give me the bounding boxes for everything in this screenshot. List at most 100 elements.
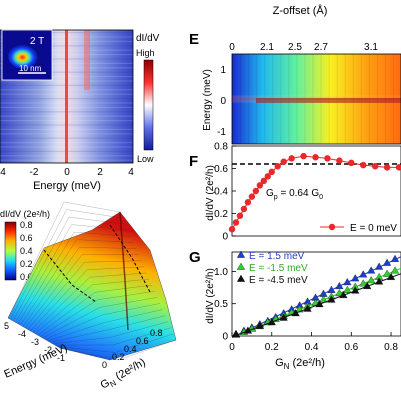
ytick-label-g: 0.5 [214, 299, 228, 310]
xtick-label-g: 0.4 [305, 342, 319, 353]
inset-field-label: 2 T [30, 36, 44, 47]
data-point-f [371, 163, 379, 170]
data-point-g [339, 290, 348, 299]
zero-bias-band-e [256, 98, 401, 103]
panel-g-xlabel: GN (2e²/h) [275, 357, 325, 371]
mesh-line [57, 346, 116, 353]
data-point-f [232, 219, 240, 226]
xtick-a: 2 [97, 167, 103, 178]
panel-a-xticks: 4 -2 0 2 4 [0, 167, 134, 178]
mesh-line [22, 247, 80, 327]
spectral-map-a [0, 30, 133, 163]
mesh-line [76, 239, 134, 243]
data-point-f [260, 177, 268, 185]
xtick-e: 2.7 [314, 42, 328, 53]
panel-f-letter: F [189, 153, 198, 170]
energy-tick: -2 [44, 345, 52, 355]
data-point-g [291, 309, 300, 317]
colorbar-d-tick: 0.6 [20, 233, 33, 243]
zero-bias-line [65, 30, 68, 163]
data-point-f [348, 159, 355, 167]
ytick-label-g: 0 [222, 332, 228, 343]
legend-label-f: E = 0 meV [350, 223, 397, 234]
mesh-line [89, 272, 147, 278]
data-point-g [267, 318, 276, 326]
colorbar-d [4, 221, 17, 281]
mesh-line [107, 315, 166, 331]
mesh-line [87, 266, 145, 270]
energy-tick: -1 [57, 353, 65, 363]
mesh-line [94, 284, 153, 293]
colorbar-d-tick: 0.2 [20, 259, 33, 269]
ytick-label-f: 0 [222, 232, 228, 243]
legend-marker-f [328, 223, 336, 231]
surface-mesh-lines [7, 201, 177, 361]
legend-marker-g [236, 262, 246, 270]
xtick-label-g: 0 [229, 342, 235, 353]
data-point-f [360, 161, 367, 169]
mesh-line [92, 278, 150, 285]
data-point-g [367, 266, 376, 274]
mesh-line [42, 307, 101, 339]
data-point-g [359, 279, 368, 287]
annotation-gp: Gp = 0.64 G0 [266, 188, 323, 201]
data-point-g [327, 285, 336, 293]
data-point-g [343, 285, 352, 293]
data-point-f [300, 152, 307, 160]
mesh-line [37, 292, 95, 336]
mesh-line [12, 216, 70, 321]
mesh-line [25, 254, 83, 329]
surface-plot-d [7, 201, 177, 361]
mesh-line [47, 322, 106, 342]
legend-label-g: E = -4.5 meV [249, 275, 308, 286]
ytick-label-g: 1.0 [214, 267, 228, 278]
mesh-line [45, 314, 103, 340]
panel-f-ylabel: dI/dV (2e²/h) [205, 165, 216, 221]
colorbar-d-tick: 0.0 [20, 272, 33, 282]
mesh-line [115, 333, 174, 353]
data-point-g [343, 278, 352, 286]
data-point-f [240, 205, 248, 213]
ytick-label-f: 0.8 [214, 142, 228, 153]
gn-tick: 0.6 [136, 336, 149, 346]
mesh-line [59, 347, 119, 361]
mesh-line [7, 201, 65, 319]
ytick-e: 1 [220, 65, 226, 76]
panel-e-yticks: 1 0 -1 [217, 65, 226, 138]
xtick-label-g: 0.8 [384, 342, 398, 353]
gn-tick: 0.4 [124, 344, 137, 354]
gn-tick: 0.2 [112, 352, 125, 362]
mesh-line [117, 339, 177, 361]
legend-marker-g [236, 250, 246, 258]
mesh-line [110, 321, 169, 338]
ytick-e: -1 [217, 127, 226, 138]
mesh-line [69, 216, 126, 225]
data-point-g [390, 254, 400, 262]
data-point-f [288, 155, 295, 162]
xtick-a: 4 [0, 167, 6, 178]
surface-ridge-dashed [109, 224, 151, 293]
ytick-label-f: 0.6 [214, 164, 228, 175]
panel-e-xlabel: Z-offset (Å) [273, 4, 328, 17]
xtick-e: 0 [229, 42, 235, 53]
data-point-g [375, 277, 384, 285]
mesh-line [17, 232, 75, 324]
data-point-g [255, 322, 264, 330]
data-point-g [386, 272, 396, 280]
data-point-g [231, 330, 241, 338]
data-point-f [252, 187, 260, 195]
xtick-e: 3.1 [364, 42, 378, 53]
xtick-a: 4 [128, 167, 134, 178]
data-point-f [336, 157, 343, 164]
data-point-f [228, 226, 236, 233]
panel-d: dI/dV (2e²/h) 0.8 0.6 0.4 0.2 0.0 5 -4 -… [0, 201, 177, 392]
mesh-line [112, 327, 171, 346]
xtick-e: 2.1 [260, 42, 274, 53]
ytick-label-f: 0.4 [214, 187, 228, 198]
panel-e-letter: E [189, 31, 199, 48]
panel-e-frame [231, 53, 401, 145]
data-point-g [390, 266, 400, 274]
colorbar-a-low: Low [137, 154, 154, 164]
data-point-g [315, 300, 324, 308]
panel-d-zlabel: dI/dV (2e²/h) [0, 209, 50, 219]
